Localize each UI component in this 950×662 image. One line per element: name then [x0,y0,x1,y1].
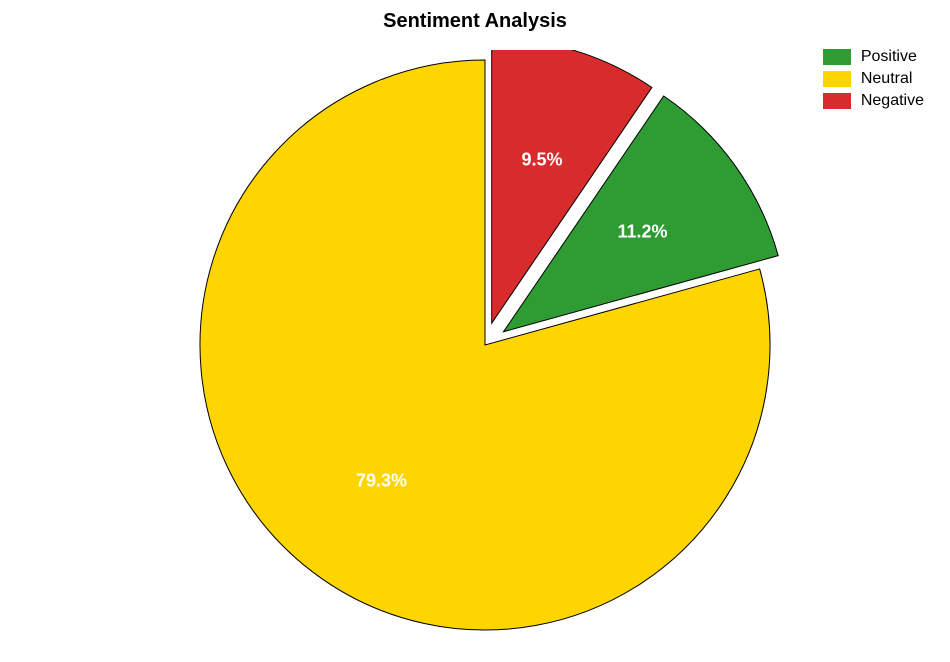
legend-label-negative: Negative [861,92,924,110]
chart-title: Sentiment Analysis [0,10,950,33]
legend-item-positive: Positive [823,48,924,66]
slice-label-negative: 9.5% [521,149,562,170]
legend-swatch-positive [823,49,851,65]
slice-label-neutral: 79.3% [356,471,407,492]
legend-label-positive: Positive [861,48,917,66]
legend-item-neutral: Neutral [823,70,924,88]
legend: Positive Neutral Negative [823,48,924,114]
legend-item-negative: Negative [823,92,924,110]
legend-label-neutral: Neutral [861,70,913,88]
legend-swatch-negative [823,93,851,109]
slice-label-positive: 11.2% [617,222,667,243]
legend-swatch-neutral [823,71,851,87]
pie-svg [50,50,900,662]
sentiment-pie-chart: Sentiment Analysis Positive Neutral Nega… [0,0,950,662]
